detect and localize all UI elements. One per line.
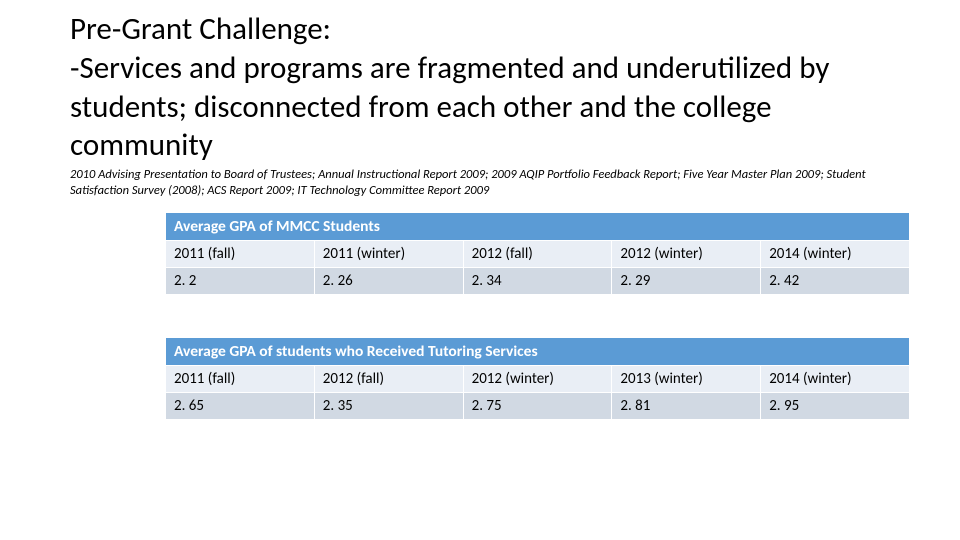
citation-text: 2010 Advising Presentation to Board of T… xyxy=(70,167,920,198)
table2-val: 2. 35 xyxy=(314,393,463,420)
table1-col: 2014 (winter) xyxy=(761,241,910,268)
table1-col: 2011 (fall) xyxy=(166,241,315,268)
slide-title: Pre-Grant Challenge: -Services and progr… xyxy=(70,10,920,165)
table1-val: 2. 26 xyxy=(314,268,463,295)
table1-val: 2. 34 xyxy=(463,268,612,295)
table1-val: 2. 2 xyxy=(166,268,315,295)
table1-col: 2011 (winter) xyxy=(314,241,463,268)
table2-col: 2012 (fall) xyxy=(314,366,463,393)
table1-col: 2012 (winter) xyxy=(612,241,761,268)
table2-val: 2. 81 xyxy=(612,393,761,420)
title-line1: Pre-Grant Challenge: xyxy=(70,10,331,48)
table2-val: 2. 95 xyxy=(761,393,910,420)
table2-col: 2011 (fall) xyxy=(166,366,315,393)
table1-val: 2. 42 xyxy=(761,268,910,295)
table1-col: 2012 (fall) xyxy=(463,241,612,268)
title-line2: -Services and programs are fragmented an… xyxy=(70,49,829,165)
table1-val: 2. 29 xyxy=(612,268,761,295)
gpa-table-tutoring: Average GPA of students who Received Tut… xyxy=(165,337,910,420)
table2-col: 2013 (winter) xyxy=(612,366,761,393)
table2-header: Average GPA of students who Received Tut… xyxy=(166,338,910,366)
gpa-table-all-students: Average GPA of MMCC Students 2011 (fall)… xyxy=(165,212,910,295)
table2-val: 2. 65 xyxy=(166,393,315,420)
table2-col: 2014 (winter) xyxy=(761,366,910,393)
table2-val: 2. 75 xyxy=(463,393,612,420)
table1-header: Average GPA of MMCC Students xyxy=(166,213,910,241)
table2-col: 2012 (winter) xyxy=(463,366,612,393)
